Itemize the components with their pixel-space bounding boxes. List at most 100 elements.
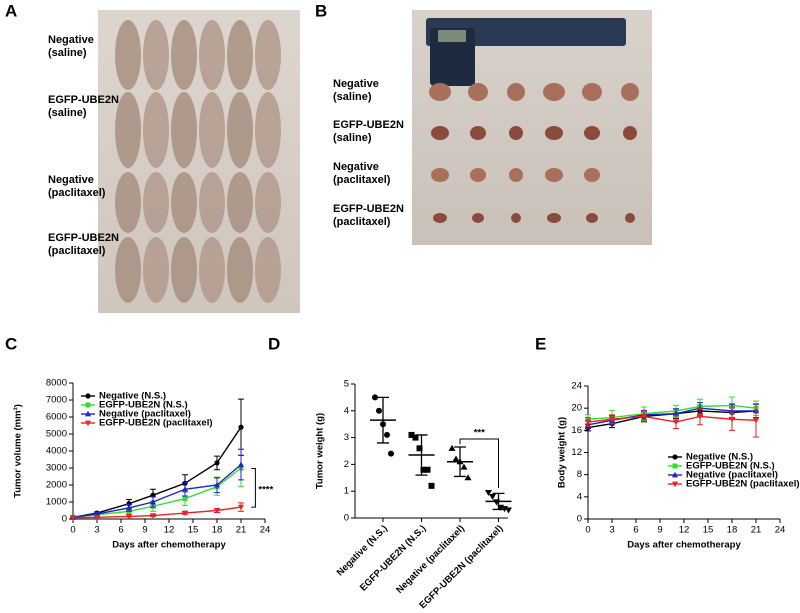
y-tick-label: 4 [577, 491, 582, 502]
point [380, 421, 386, 428]
point [376, 407, 382, 414]
legend-label: Negative (paclitaxel) [686, 470, 778, 481]
photo-contents [115, 20, 639, 303]
marker [753, 417, 759, 424]
tumor [470, 126, 486, 140]
x-tick-label: 21 [751, 525, 762, 536]
marker [150, 498, 156, 505]
x-tick-label: 15 [188, 525, 199, 536]
group-label: (paclitaxel) [48, 245, 106, 257]
mouse [227, 237, 253, 303]
x-tick-label: 3 [94, 525, 99, 536]
marker [672, 481, 678, 488]
bracket [251, 468, 256, 508]
annotation: *** [474, 427, 485, 438]
marker [214, 508, 220, 514]
x-axis-label: Days after chemotherapy [112, 540, 226, 551]
tumor [472, 213, 484, 223]
group-label: Negative [48, 174, 94, 186]
marker [672, 454, 678, 460]
panel-letter: A [5, 1, 17, 20]
marker [182, 496, 188, 502]
y-axis-label: Tumor volume (mm³) [13, 404, 24, 498]
tumor [470, 168, 486, 182]
y-tick-label: 1 [344, 486, 349, 497]
point [505, 507, 512, 514]
point [485, 490, 492, 497]
caliper [426, 18, 626, 46]
point [464, 474, 472, 481]
y-tick-label: 4000 [46, 446, 67, 457]
y-tick-label: 5000 [46, 429, 67, 440]
mouse [115, 20, 141, 90]
tumor [547, 213, 561, 223]
y-tick-label: 1000 [46, 497, 67, 508]
tumor [509, 168, 523, 182]
tumor [511, 213, 521, 223]
y-tick-label: 0 [344, 513, 349, 524]
marker [126, 504, 132, 511]
x-tick-label: 12 [679, 525, 690, 536]
legend-label: EGFP-UBE2N (paclitaxel) [99, 418, 213, 429]
tumor [509, 126, 523, 140]
x-tick-label: 24 [775, 525, 786, 536]
caliper-jaw [430, 28, 475, 86]
mouse [227, 172, 253, 233]
tumor [582, 83, 602, 101]
group-label: (saline) [333, 132, 372, 144]
group-label: EGFP-UBE2N [48, 232, 119, 244]
marker [126, 514, 132, 520]
marker [214, 460, 220, 466]
point [428, 482, 435, 489]
marker [150, 513, 156, 519]
group-label: Negative [48, 34, 94, 46]
group-label: (saline) [333, 91, 372, 103]
group-label: Negative [333, 161, 379, 173]
mouse [255, 92, 281, 168]
marker [70, 515, 76, 521]
y-tick-label: 3 [344, 432, 349, 443]
marker [641, 414, 647, 420]
tumor [468, 83, 488, 101]
panel-letter: B [315, 1, 327, 20]
x-tick-label: 18 [212, 525, 223, 536]
mouse [171, 20, 197, 90]
x-tick-label: 0 [70, 525, 75, 536]
marker [85, 420, 91, 427]
y-tick-label: 16 [571, 425, 582, 436]
point [384, 431, 390, 438]
marker [238, 424, 244, 430]
marker [238, 461, 244, 467]
mouse [171, 172, 197, 233]
y-tick-label: 8000 [46, 378, 67, 389]
point [388, 450, 394, 457]
tumor [621, 83, 639, 101]
caliper-display [438, 30, 466, 42]
x-tick-label: EGFP-UBE2N (N.S.) [358, 523, 428, 593]
group-label: (saline) [48, 47, 87, 59]
y-axis-label: Tumor weight (g) [315, 413, 326, 489]
mouse [227, 20, 253, 90]
mouse [115, 172, 141, 233]
marker [673, 419, 679, 426]
legend-label: Negative (N.S.) [99, 391, 166, 402]
point [448, 444, 456, 451]
y-axis-label: Body weight (g) [557, 417, 568, 488]
point [408, 431, 415, 438]
group-label: EGFP-UBE2N [333, 203, 404, 215]
x-tick-label: 6 [118, 525, 123, 536]
mouse [115, 92, 141, 168]
mouse [227, 92, 253, 168]
marker [182, 486, 188, 492]
panel-letter: E [535, 334, 546, 353]
y-tick-label: 24 [571, 381, 582, 392]
x-tick-label: 12 [164, 525, 175, 536]
point [424, 466, 431, 473]
mouse [255, 172, 281, 233]
mouse [143, 172, 169, 233]
point [460, 463, 468, 470]
tumor [543, 83, 565, 101]
y-tick-label: 8 [577, 469, 582, 480]
